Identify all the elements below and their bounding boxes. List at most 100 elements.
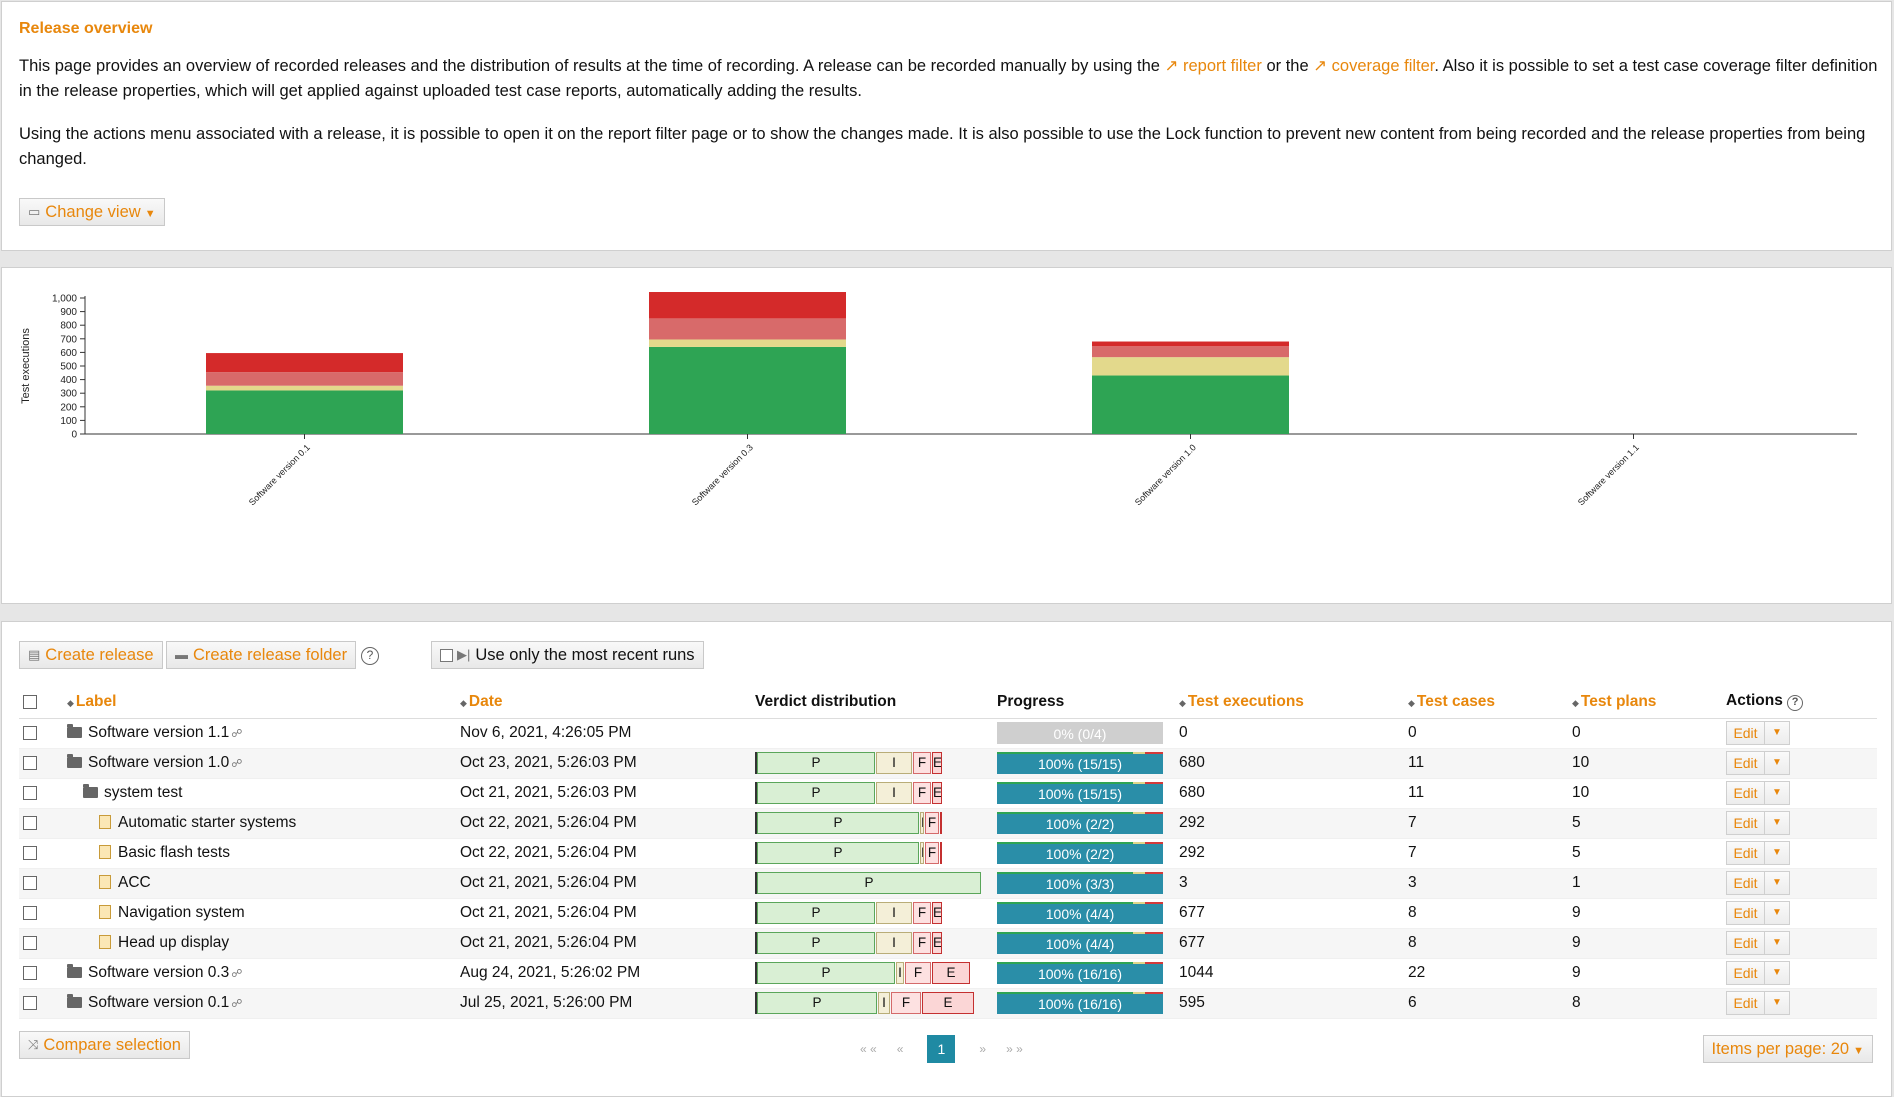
edit-button[interactable]: Edit xyxy=(1727,872,1765,894)
actions-dropdown-button[interactable]: ▼ xyxy=(1772,727,1782,738)
row-label[interactable]: system test xyxy=(104,784,183,801)
row-checkbox[interactable] xyxy=(23,725,37,740)
row-checkbox[interactable] xyxy=(23,785,37,800)
edit-button[interactable]: Edit xyxy=(1727,782,1765,804)
verdict-segment-i[interactable]: I xyxy=(920,812,924,834)
verdict-segment-f[interactable]: F xyxy=(925,842,939,864)
edit-button[interactable]: Edit xyxy=(1727,812,1765,834)
actions-dropdown-button[interactable]: ▼ xyxy=(1772,757,1782,768)
actions-dropdown-button[interactable]: ▼ xyxy=(1772,817,1782,828)
row-checkbox[interactable] xyxy=(23,905,37,920)
verdict-segment-p[interactable]: P xyxy=(757,992,877,1014)
row-label[interactable]: Software version 0.1 xyxy=(88,994,230,1011)
verdict-segment-p[interactable]: P xyxy=(757,902,875,924)
change-view-button[interactable]: ▭ Change view ▼ xyxy=(19,198,165,226)
table-row[interactable]: Software version 1.1 ☍ Nov 6, 2021, 4:26:0… xyxy=(19,718,1877,749)
verdict-segment-i[interactable]: I xyxy=(878,992,890,1014)
report-filter-link[interactable]: ↗ report filter xyxy=(1165,57,1262,75)
actions-dropdown-button[interactable]: ▼ xyxy=(1772,907,1782,918)
verdict-segment-f[interactable]: F xyxy=(891,992,921,1014)
row-checkbox[interactable] xyxy=(23,995,37,1010)
help-icon[interactable]: ? xyxy=(1787,695,1804,712)
table-row[interactable]: Software version 0.3 ☍ Aug 24, 2021, 5:26:… xyxy=(19,958,1877,989)
table-row[interactable]: Automatic starter systems Oct 22, 2021, 5… xyxy=(19,808,1877,839)
help-icon[interactable]: ? xyxy=(361,647,379,665)
date-column-header[interactable]: ◆ Date xyxy=(456,686,751,719)
actions-dropdown-button[interactable]: ▼ xyxy=(1772,997,1782,1008)
edit-button[interactable]: Edit xyxy=(1727,992,1765,1014)
verdict-segment-p[interactable]: P xyxy=(757,842,919,864)
row-label[interactable]: Software version 1.0 xyxy=(88,754,230,771)
create-release-folder-button[interactable]: ▬ Create release folder xyxy=(166,641,357,669)
verdict-segment-e[interactable]: E xyxy=(932,962,970,984)
row-label[interactable]: Automatic starter systems xyxy=(118,814,297,831)
table-row[interactable]: Software version 1.0 ☍ Oct 23, 2021, 5:26:… xyxy=(19,748,1877,779)
coverage-filter-link[interactable]: ↗ coverage filter xyxy=(1313,57,1434,75)
verdict-segment-f[interactable]: F xyxy=(913,902,931,924)
row-label[interactable]: Head up display xyxy=(118,934,230,951)
edit-button[interactable]: Edit xyxy=(1727,722,1765,744)
edit-button[interactable]: Edit xyxy=(1727,902,1765,924)
verdict-segment-e[interactable]: E xyxy=(932,782,942,804)
verdict-segment-f[interactable]: F xyxy=(925,812,939,834)
verdict-segment-f[interactable]: F xyxy=(913,932,931,954)
verdict-segment-e[interactable]: E xyxy=(922,992,974,1014)
table-row[interactable]: Software version 0.1 ☍ Jul 25, 2021, 5:26:… xyxy=(19,988,1877,1019)
row-checkbox[interactable] xyxy=(23,875,37,890)
row-label[interactable]: Basic flash tests xyxy=(118,844,230,861)
actions-dropdown-button[interactable]: ▼ xyxy=(1772,847,1782,858)
verdict-segment-e[interactable]: E xyxy=(932,932,942,954)
verdict-segment-p[interactable]: P xyxy=(757,782,875,804)
verdict-segment-e[interactable]: E xyxy=(932,902,942,924)
verdict-segment-i[interactable]: I xyxy=(920,842,924,864)
verdict-segment-p[interactable]: P xyxy=(757,872,981,894)
select-all-header[interactable] xyxy=(19,686,63,719)
table-row[interactable]: ACC Oct 21, 2021, 5:26:04 PM P 100% (3/3) 3 3… xyxy=(19,868,1877,899)
row-checkbox[interactable] xyxy=(23,755,37,770)
row-checkbox[interactable] xyxy=(23,845,37,860)
verdict-segment-p[interactable]: P xyxy=(757,752,875,774)
verdict-segment-f[interactable]: F xyxy=(913,782,931,804)
first-page-button[interactable]: « « xyxy=(860,1042,877,1056)
row-label[interactable]: ACC xyxy=(118,874,151,891)
executions-column-header[interactable]: ◆ Test executions xyxy=(1175,686,1404,719)
edit-button[interactable]: Edit xyxy=(1727,932,1765,954)
compare-selection-button[interactable]: ⤨ Compare selection xyxy=(19,1031,190,1059)
edit-button[interactable]: Edit xyxy=(1727,962,1765,984)
row-label[interactable]: Navigation system xyxy=(118,904,245,921)
actions-dropdown-button[interactable]: ▼ xyxy=(1772,877,1782,888)
label-column-header[interactable]: ◆ Label xyxy=(63,686,456,719)
verdict-segment-e[interactable]: E xyxy=(932,752,942,774)
last-page-button[interactable]: » » xyxy=(1006,1042,1023,1056)
table-row[interactable]: Navigation system Oct 21, 2021, 5:26:04 P… xyxy=(19,898,1877,929)
edit-button[interactable]: Edit xyxy=(1727,752,1765,774)
cases-column-header[interactable]: ◆ Test cases xyxy=(1404,686,1568,719)
current-page[interactable]: 1 xyxy=(927,1035,956,1063)
select-all-checkbox[interactable] xyxy=(23,694,37,709)
verdict-segment-i[interactable]: I xyxy=(876,752,912,774)
verdict-segment-i[interactable]: I xyxy=(896,962,904,984)
verdict-segment-e[interactable]: E xyxy=(940,842,942,864)
table-row[interactable]: system test Oct 21, 2021, 5:26:03 PM P I F E 1… xyxy=(19,778,1877,809)
verdict-segment-i[interactable]: I xyxy=(876,782,912,804)
row-label[interactable]: Software version 1.1 xyxy=(88,724,230,741)
plans-column-header[interactable]: ◆ Test plans xyxy=(1568,686,1722,719)
items-per-page-select[interactable]: Items per page: 20 ▼ xyxy=(1702,1035,1873,1063)
verdict-segment-i[interactable]: I xyxy=(876,902,912,924)
verdict-segment-p[interactable]: P xyxy=(757,932,875,954)
create-release-button[interactable]: ▤ Create release xyxy=(19,641,163,669)
verdict-segment-p[interactable]: P xyxy=(757,962,895,984)
verdict-segment-e[interactable]: E xyxy=(940,812,942,834)
row-checkbox[interactable] xyxy=(23,965,37,980)
verdict-segment-f[interactable]: F xyxy=(905,962,931,984)
prev-page-button[interactable]: « xyxy=(896,1042,904,1056)
actions-dropdown-button[interactable]: ▼ xyxy=(1772,787,1782,798)
row-label[interactable]: Software version 0.3 xyxy=(88,964,230,981)
verdict-segment-p[interactable]: P xyxy=(757,812,919,834)
most-recent-runs-toggle[interactable]: ▶| Use only the most recent runs xyxy=(431,641,704,669)
verdict-segment-f[interactable]: F xyxy=(913,752,931,774)
table-row[interactable]: Head up display Oct 21, 2021, 5:26:04 PM P… xyxy=(19,928,1877,959)
actions-dropdown-button[interactable]: ▼ xyxy=(1772,967,1782,978)
row-checkbox[interactable] xyxy=(23,815,37,830)
row-checkbox[interactable] xyxy=(23,935,37,950)
